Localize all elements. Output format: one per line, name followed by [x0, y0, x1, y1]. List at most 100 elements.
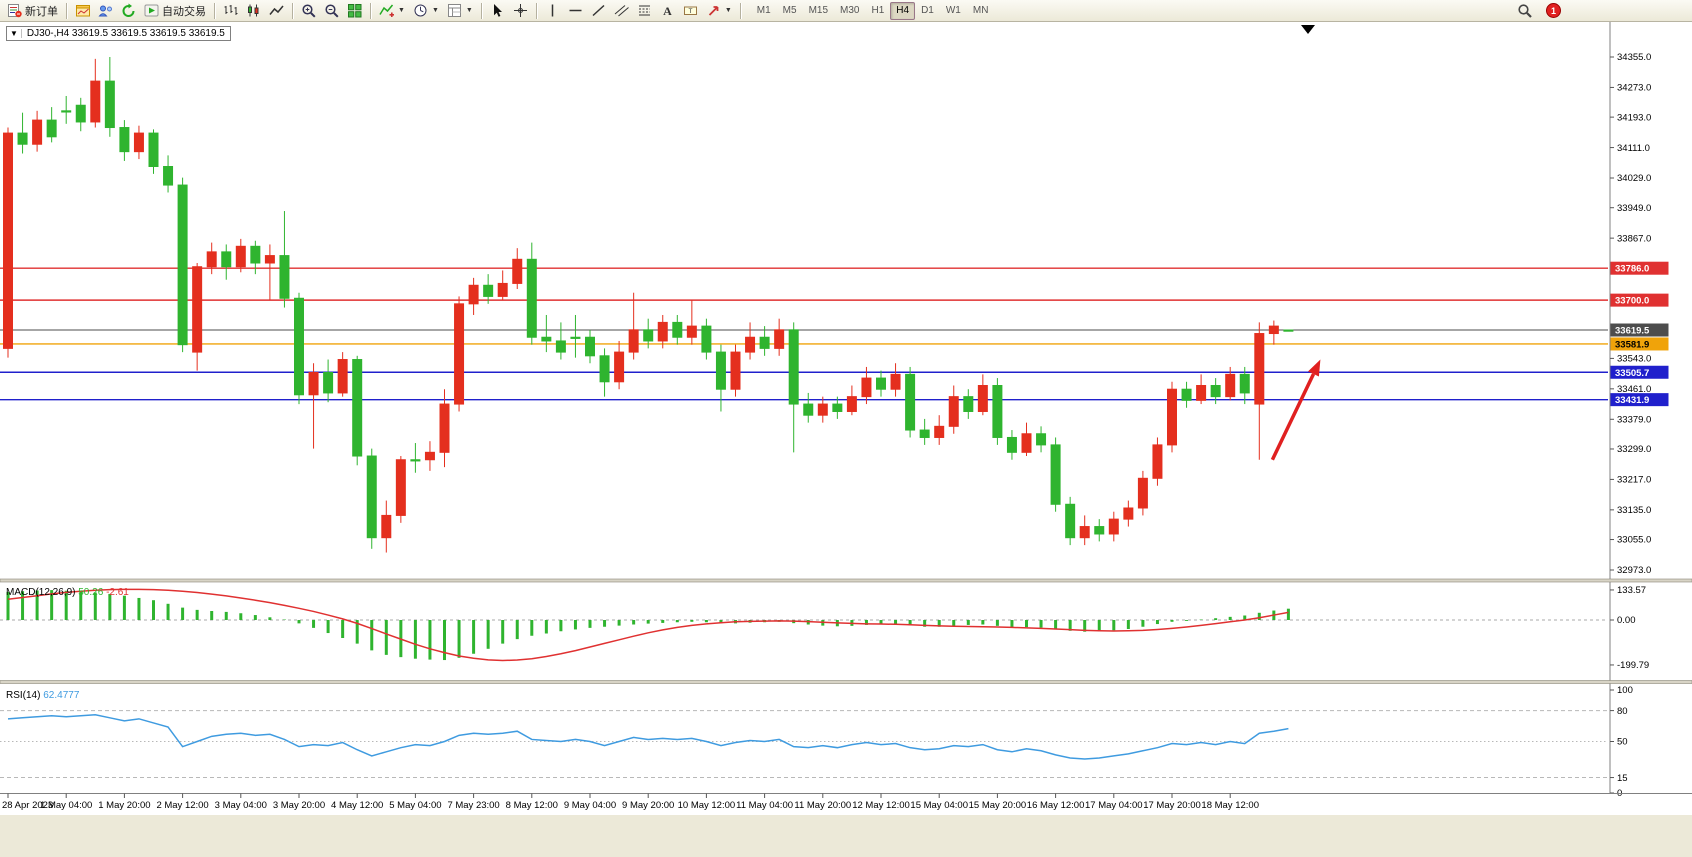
timeframe-mn-button[interactable]: MN [972, 5, 989, 16]
vertical-line-tool-button[interactable] [541, 1, 564, 21]
chart-title: DJ30-,H4 33619.5 33619.5 33619.5 33619.5 [26, 28, 225, 39]
macd-rsi-splitter[interactable] [0, 680, 1692, 684]
candlestick [643, 318, 654, 349]
candlestick [46, 107, 57, 143]
time-axis-label: 9 May 04:00 [564, 800, 616, 811]
periods-button[interactable]: ▼ [409, 1, 443, 21]
zoom-out-button[interactable] [320, 1, 343, 21]
chevron-down-icon[interactable]: ▼ [465, 7, 473, 14]
timeframe-w1-button[interactable]: W1 [945, 5, 961, 16]
main-macd-splitter[interactable] [0, 578, 1692, 583]
candlestick [599, 348, 610, 397]
timeframe-h4-button[interactable]: H4 [890, 1, 916, 20]
label-tool-button[interactable]: T [679, 1, 702, 21]
vline-icon [551, 4, 554, 17]
timeframe-d1-button[interactable]: D1 [921, 5, 934, 16]
tile-windows-button[interactable] [343, 1, 366, 21]
price-axis-label: 33949.0 [1617, 203, 1651, 214]
crosshair-button[interactable] [509, 1, 532, 21]
candlestick [541, 314, 552, 353]
rsi-panel: 1008050150RSI(14) 62.4777 [0, 685, 1633, 799]
candlestick [1108, 511, 1119, 542]
toolbar-separator [480, 2, 482, 19]
candlestick [104, 57, 115, 137]
candlestick [1181, 381, 1192, 408]
charts-window-button[interactable] [71, 1, 94, 21]
new-order-label: 新订单 [25, 5, 58, 18]
candlestick [745, 322, 756, 360]
macd-axis-label: -199.79 [1617, 660, 1649, 671]
timeframe-h1-button[interactable]: H1 [871, 5, 885, 16]
search-button[interactable] [1513, 1, 1536, 21]
chart-title-box: ▼ DJ30-,H4 33619.5 33619.5 33619.5 33619… [6, 26, 231, 41]
timeframe-m5-button[interactable]: M5 [782, 5, 797, 16]
trendline-icon [592, 4, 605, 17]
candlestick [279, 211, 290, 308]
candlestick [119, 120, 130, 161]
price-axis-label: 33867.0 [1617, 233, 1651, 244]
time-axis-label: 7 May 23:00 [447, 800, 499, 811]
line-chart-type-button[interactable] [265, 1, 288, 21]
scroll-to-end-marker-icon[interactable] [1301, 25, 1315, 34]
price-axis-label: 33055.0 [1617, 535, 1651, 546]
chevron-down-icon[interactable]: ▼ [398, 7, 405, 14]
candlestick [628, 292, 639, 360]
timeframe-m1-button[interactable]: M1 [756, 5, 771, 16]
chart-canvas[interactable]: 34355.0 34273.0 34193.0 34111.0 34029.0 33949… [0, 22, 1692, 857]
refresh-button[interactable] [117, 1, 140, 21]
candlestick-type-button[interactable] [242, 1, 265, 21]
macd-axis-label: 0.00 [1617, 615, 1636, 626]
bars-icon [224, 5, 238, 15]
text-tool-button[interactable]: A [656, 1, 679, 21]
auto-trading-button[interactable]: 自动交易 [140, 1, 210, 21]
chart-collapse-icon[interactable]: ▼ [9, 29, 22, 38]
candlestick [948, 385, 959, 434]
candlestick [1268, 320, 1279, 345]
candlestick [1065, 496, 1076, 546]
annotations-layer [1270, 359, 1321, 461]
candlestick [1137, 470, 1148, 516]
new-order-button[interactable]: 新订单 [3, 1, 62, 21]
chevron-down-icon[interactable]: ▼ [431, 7, 439, 14]
macd-axis-label: 133.57 [1617, 585, 1646, 596]
bar-chart-type-button[interactable] [219, 1, 242, 21]
candlestick [264, 244, 275, 301]
channel-tool-button[interactable] [610, 1, 633, 21]
profiles-button[interactable] [94, 1, 117, 21]
macd-panel: 133.57 0.00 -199.79 MACD(12,26,9) 50.26 -2.… [0, 585, 1649, 671]
candlestick [861, 366, 872, 405]
templates-button[interactable]: ▼ [443, 1, 477, 21]
toolbar: 新订单 自动交易 ▼ ▼ ▼ A T ▼ M1 M5 M15 M30 H1 H4 D1 W1 MN 1 [0, 0, 1692, 22]
candlestick [905, 366, 916, 438]
trendline-tool-button[interactable] [587, 1, 610, 21]
candlestick [424, 441, 435, 471]
candlestick [555, 322, 566, 360]
cursor-button[interactable] [486, 1, 509, 21]
timeframe-m30-button[interactable]: M30 [840, 5, 860, 16]
svg-text:33431.9: 33431.9 [1615, 395, 1649, 406]
timeframe-m15-button[interactable]: M15 [808, 5, 829, 16]
trend-arrow[interactable] [1270, 359, 1321, 461]
cursor-icon [493, 4, 502, 17]
notification-badge[interactable]: 1 [1546, 3, 1561, 18]
candlestick [672, 314, 683, 345]
candlestick [1021, 422, 1032, 457]
candlestick [774, 318, 785, 356]
candlestick [512, 248, 523, 289]
candlestick [1006, 430, 1017, 460]
horizontal-line-tool-button[interactable] [564, 1, 587, 21]
time-axis-label: 9 May 20:00 [622, 800, 674, 811]
candlestick [890, 363, 901, 397]
fibonacci-tool-button[interactable] [633, 1, 656, 21]
price-lines-layer [0, 267, 1608, 401]
label-icon: T [683, 6, 697, 15]
price-badge: 33505.7 [1610, 365, 1669, 379]
indicators-button[interactable]: ▼ [375, 1, 409, 21]
arrows-tool-button[interactable]: ▼ [702, 1, 736, 21]
zoom-in-button[interactable] [297, 1, 320, 21]
chevron-down-icon[interactable]: ▼ [724, 7, 732, 14]
price-axis[interactable]: 34355.0 34273.0 34193.0 34111.0 34029.0 33949… [1609, 22, 1669, 793]
candlestick [308, 363, 319, 449]
